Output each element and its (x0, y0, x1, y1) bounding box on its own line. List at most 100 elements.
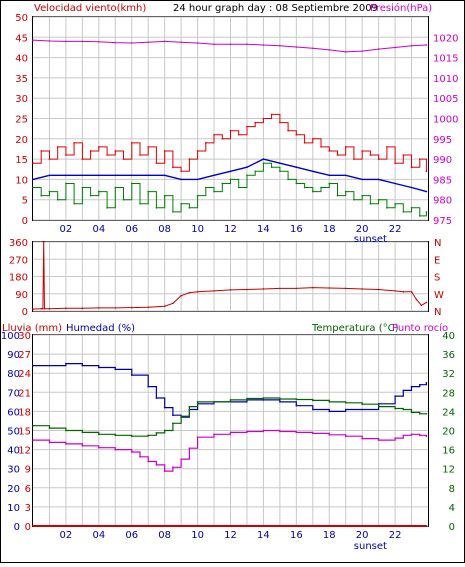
wind-tick-label: 30 (15, 94, 28, 105)
point-humidity (65, 362, 67, 365)
point-wind-avg (270, 166, 273, 169)
temperature-tick-label: 40 (442, 331, 455, 342)
point-wind-gust (246, 125, 248, 128)
point-direction (180, 294, 182, 297)
point-direction (81, 307, 84, 310)
point-temperature (114, 434, 117, 437)
point-wind-gust (229, 129, 232, 132)
temperature-tick-label: 4 (449, 503, 455, 514)
point-direction (98, 307, 100, 309)
point-wind-avg (89, 194, 92, 197)
point-wind-trend (295, 166, 298, 169)
compass-label: W (434, 290, 444, 301)
point-direction (311, 286, 314, 289)
point-wind-avg (295, 182, 298, 185)
point-wind-avg (246, 174, 248, 177)
dewpoint-axis-title: Punto rocío (392, 322, 448, 334)
compass-label: E (434, 255, 440, 266)
point-dewpoint (139, 455, 141, 458)
point-dewpoint (81, 444, 84, 447)
point-humidity (295, 404, 298, 407)
wind-tick-label: 45 (15, 33, 28, 44)
hour-tick-label: 16 (290, 530, 303, 541)
chart-marks (32, 39, 428, 527)
hour-tick-label: 04 (92, 224, 105, 235)
point-wind-avg (48, 190, 51, 193)
pressure-tick-label: 995 (433, 135, 452, 146)
point-wind-avg (196, 194, 199, 197)
point-temperature (32, 424, 34, 427)
point-wind-avg (172, 211, 174, 213)
point-wind-avg (106, 207, 108, 209)
point-direction (279, 287, 281, 290)
point-dewpoint (295, 431, 298, 434)
point-dewpoint (262, 429, 265, 432)
point-humidity (130, 374, 133, 376)
rain-axis-title: Lluvia (mm) (2, 323, 62, 334)
point-dewpoint (246, 430, 248, 433)
point-temperature (188, 405, 191, 408)
point-direction (147, 306, 150, 308)
point-wind-avg (279, 170, 281, 173)
point-wind-gust (295, 133, 298, 136)
point-wind-trend (311, 170, 314, 173)
wind-tick-label: 35 (15, 74, 28, 85)
rain-tick-label: 12 (18, 446, 31, 457)
temperature-tick-label: 36 (442, 350, 455, 361)
temperature-tick-label: 12 (442, 465, 455, 476)
sunset-label: sunset (354, 541, 387, 552)
humidity-tick-label: 30 (7, 465, 20, 476)
point-wind-trend (246, 166, 248, 169)
point-dewpoint (130, 451, 133, 453)
point-wind-avg (353, 198, 355, 201)
rain-tick-label: 24 (18, 369, 31, 380)
point-wind-trend (196, 178, 199, 181)
point-wind-gust (32, 162, 34, 164)
point-wind-gust (262, 117, 265, 120)
point-dewpoint (328, 433, 331, 436)
humidity-tick-label: 90 (7, 350, 20, 361)
point-temperature (394, 407, 396, 410)
point-wind-avg (221, 182, 224, 185)
point-wind-gust (303, 142, 306, 144)
point-wind-avg (377, 198, 380, 201)
point-wind-gust (65, 154, 67, 156)
point-temperature (262, 397, 265, 399)
point-wind-trend (213, 174, 215, 177)
point-pressure (295, 46, 298, 48)
point-wind-trend (229, 170, 232, 173)
point-wind-gust (172, 166, 174, 169)
point-direction (295, 287, 298, 290)
point-humidity (147, 385, 150, 388)
point-wind-gust (205, 142, 207, 144)
point-temperature (246, 397, 248, 400)
point-wind-gust (279, 121, 281, 124)
rain-tick-label: 9 (25, 465, 31, 476)
point-temperature (196, 401, 199, 403)
point-wind-avg (410, 207, 413, 209)
point-direction (43, 307, 46, 310)
point-direction (65, 307, 67, 310)
point-wind-gust (81, 158, 84, 160)
humidity-tick-label: 50 (7, 427, 20, 438)
point-wind-avg (163, 194, 166, 197)
point-wind-trend (147, 174, 150, 177)
point-direction (344, 287, 347, 290)
humidity-tick-label: 10 (7, 503, 20, 514)
point-pressure (344, 51, 347, 53)
point-wind-gust (122, 158, 125, 160)
point-direction (394, 290, 396, 292)
point-wind-trend (279, 162, 281, 164)
point-dewpoint (377, 439, 380, 441)
point-pressure (229, 43, 232, 46)
point-wind-trend (377, 178, 380, 181)
point-pressure (377, 48, 380, 50)
point-direction (196, 291, 199, 293)
temperature-tick-label: 24 (442, 407, 455, 418)
point-temperature (163, 429, 166, 432)
humidity-tick-label: 100 (1, 331, 20, 342)
point-dewpoint (48, 441, 51, 444)
point-wind-avg (188, 207, 191, 209)
point-humidity (279, 401, 281, 403)
point-wind-gust (410, 166, 413, 169)
